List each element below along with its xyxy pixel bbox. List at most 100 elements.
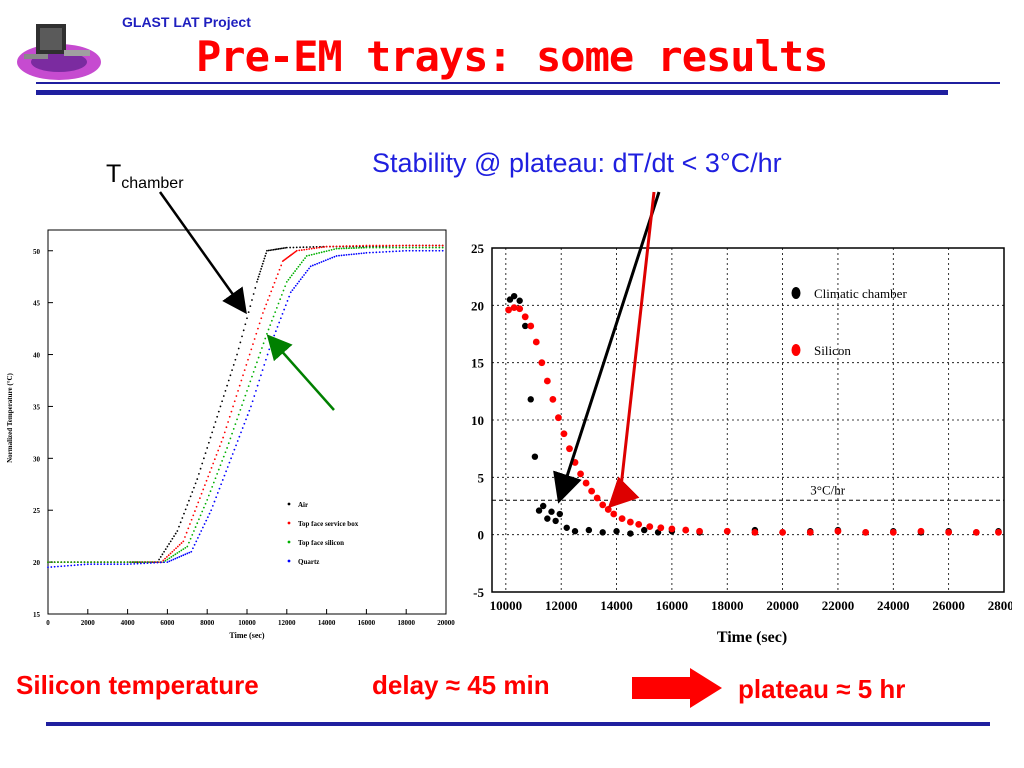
left-series-point xyxy=(159,561,162,564)
left-series-point xyxy=(309,265,312,268)
left-series-point xyxy=(269,249,272,252)
left-series-point xyxy=(226,447,229,449)
left-series-point xyxy=(284,304,287,307)
left-series-point xyxy=(313,247,316,250)
left-series-point xyxy=(382,244,384,247)
left-series-point xyxy=(302,246,305,249)
left-series-point xyxy=(193,530,195,532)
left-series-point xyxy=(226,466,229,468)
left-series-point xyxy=(199,514,202,517)
left-series-point xyxy=(239,341,242,344)
left-series-point xyxy=(60,565,63,568)
left-series-point xyxy=(295,268,298,270)
right-x-tick-label: 26000 xyxy=(932,598,965,613)
left-series-point xyxy=(200,492,203,495)
left-series-point xyxy=(225,426,228,429)
left-series-point xyxy=(113,563,116,566)
left-series-point xyxy=(421,249,424,252)
left-series-point xyxy=(257,356,260,359)
left-series-point xyxy=(203,484,206,487)
left-series-point xyxy=(398,246,401,249)
left-series-point xyxy=(253,338,256,340)
left-series-point xyxy=(435,244,437,247)
left-series-point xyxy=(301,276,304,279)
left-series-point xyxy=(161,553,164,556)
left-series-point xyxy=(207,475,210,478)
left-series-point xyxy=(231,369,233,372)
left-series-point xyxy=(411,249,414,252)
left-series-point xyxy=(57,565,59,568)
left-series-point xyxy=(154,561,157,564)
left-series-point xyxy=(320,246,323,249)
left-series-point xyxy=(405,249,408,252)
left-series-point xyxy=(63,561,66,564)
left-series-point xyxy=(318,246,321,249)
silicon-point xyxy=(610,510,618,518)
left-series-point xyxy=(193,486,195,489)
left-series-point xyxy=(408,249,411,252)
left-series-point xyxy=(202,488,205,491)
left-series-point xyxy=(195,505,198,508)
left-series-point xyxy=(192,547,194,550)
left-series-point xyxy=(288,295,291,298)
left-series-point xyxy=(314,263,316,266)
left-series-point xyxy=(382,246,384,249)
left-series-point xyxy=(372,244,374,247)
left-x-tick-label: 20000 xyxy=(437,619,455,627)
left-series-point xyxy=(401,246,404,249)
left-series-point xyxy=(431,246,434,249)
left-series-point xyxy=(166,561,169,564)
left-series-point xyxy=(186,504,189,506)
left-series-point xyxy=(249,305,252,308)
left-series-point xyxy=(378,244,381,247)
left-series-point xyxy=(184,536,186,538)
left-series-point xyxy=(237,347,240,350)
left-series-point xyxy=(335,247,338,250)
left-series-point xyxy=(272,248,275,251)
left-series-point xyxy=(251,299,253,301)
silicon-point xyxy=(779,528,786,536)
left-series-point xyxy=(258,273,261,276)
left-series-point xyxy=(240,379,243,382)
left-series-point xyxy=(270,319,273,322)
left-legend-marker xyxy=(287,540,291,544)
left-series-point xyxy=(176,552,179,554)
left-series-point xyxy=(221,460,224,462)
silicon-point xyxy=(972,528,980,536)
left-series-point xyxy=(281,312,284,315)
right-y-tick-label: -5 xyxy=(473,585,484,600)
silicon-point xyxy=(917,527,925,535)
left-series-point xyxy=(222,395,225,397)
chamber-point xyxy=(516,297,523,304)
right-x-tick-label: 18000 xyxy=(711,598,744,613)
left-x-tick-label: 18000 xyxy=(397,619,415,627)
left-x-tick-label: 16000 xyxy=(358,619,376,627)
silicon-point xyxy=(635,520,643,528)
left-series-point xyxy=(221,400,224,403)
silicon-point xyxy=(543,377,551,385)
left-legend-marker xyxy=(287,521,291,525)
left-series-point xyxy=(338,247,340,250)
left-series-point xyxy=(227,421,229,423)
left-series-point xyxy=(178,550,181,553)
t-chamber-arrow xyxy=(158,191,247,315)
left-series-point xyxy=(200,530,203,532)
left-series-point xyxy=(175,547,177,550)
left-series-point xyxy=(149,562,152,564)
silicon-point xyxy=(889,528,897,536)
left-series-point xyxy=(276,273,279,276)
left-series-point xyxy=(171,537,174,540)
right-y-tick-label: 25 xyxy=(471,241,485,256)
left-series-point xyxy=(261,369,264,372)
left-series-point xyxy=(248,353,251,356)
left-legend-label: Air xyxy=(298,501,308,509)
left-series-point xyxy=(278,268,281,271)
left-series-point xyxy=(256,280,258,283)
left-series-point xyxy=(192,514,195,517)
left-series-point xyxy=(362,244,364,247)
left-series-point xyxy=(202,506,205,509)
silicon-point xyxy=(751,528,759,536)
left-series-point xyxy=(294,270,296,272)
left-series-point xyxy=(218,487,221,490)
left-series-point xyxy=(190,550,193,553)
